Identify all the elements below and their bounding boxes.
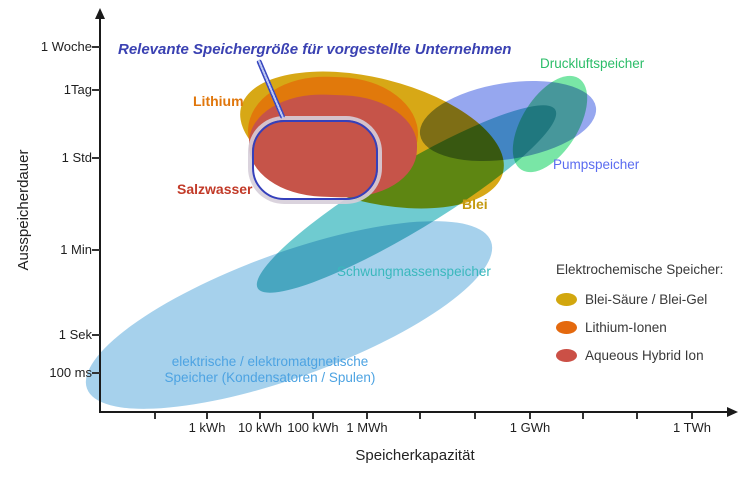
x-axis-line <box>99 411 730 413</box>
x-axis-label: Speicherkapazität <box>355 447 475 464</box>
label-pumpspeicher: Pumpspeicher <box>553 157 640 172</box>
label-elektrisch-line1: elektrische / elektromatgnetische <box>171 354 369 369</box>
x-tick-label: 1 kWh <box>188 420 226 435</box>
x-tick-mark <box>206 413 208 419</box>
label-druckluftspeicher: Druckluftspeicher <box>540 56 645 71</box>
x-tick-label: 1 MWh <box>346 420 388 435</box>
label-elektrisch: elektrische / elektromatgnetische Speich… <box>150 354 390 386</box>
x-tick-mark <box>312 413 314 419</box>
legend-item-label: Lithium-Ionen <box>585 319 667 335</box>
legend-item-label: Blei-Säure / Blei-Gel <box>585 291 708 307</box>
label-lithium: Lithium <box>193 93 244 109</box>
relevant-size-outline <box>252 120 378 200</box>
y-tick-label: 1Tag <box>63 82 92 97</box>
x-tick-mark <box>529 413 531 419</box>
y-axis-label: Ausspeicherdauer <box>15 149 32 271</box>
label-blei: Blei <box>462 196 488 212</box>
legend-item: Aqueous Hybrid Ion <box>556 341 723 369</box>
y-tick-mark <box>92 89 100 91</box>
y-tick-label: 1 Woche <box>40 39 92 54</box>
x-tick-label: 1 TWh <box>672 420 712 435</box>
legend-swatch-icon <box>556 348 577 362</box>
x-tick-mark <box>474 413 476 419</box>
label-schwungmassenspeicher: Schwungmassenspeicher <box>337 264 491 279</box>
y-axis-line <box>99 16 101 412</box>
legend-heading: Elektrochemische Speicher: <box>556 262 724 277</box>
legend-item-label: Aqueous Hybrid Ion <box>585 347 704 363</box>
annotation-title: Relevante Speichergröße für vorgestellte… <box>118 41 512 58</box>
x-tick-mark <box>419 413 421 419</box>
legend-item: Blei-Säure / Blei-Gel <box>556 285 723 313</box>
legend-swatch-icon <box>556 292 577 306</box>
x-tick-label: 100 kWh <box>287 420 339 435</box>
x-tick-mark <box>154 413 156 419</box>
x-tick-mark <box>366 413 368 419</box>
label-salzwasser: Salzwasser <box>177 181 253 197</box>
y-tick-label: 1 Min <box>60 242 92 257</box>
region-elektrisch-ellipse <box>65 183 513 447</box>
y-tick-mark <box>92 157 100 159</box>
x-tick-label: 10 kWh <box>237 420 283 435</box>
y-tick-mark <box>92 372 100 374</box>
y-axis-arrow-icon <box>94 8 105 19</box>
x-axis-arrow-icon <box>727 406 738 417</box>
legend-item: Lithium-Ionen <box>556 313 723 341</box>
legend-swatch-icon <box>556 320 577 334</box>
y-tick-mark <box>92 46 100 48</box>
x-tick-mark <box>636 413 638 419</box>
x-tick-mark <box>259 413 261 419</box>
y-tick-mark <box>92 249 100 251</box>
x-tick-mark <box>582 413 584 419</box>
y-tick-label: 100 ms <box>49 365 92 380</box>
y-tick-label: 1 Sek <box>58 327 92 342</box>
y-tick-mark <box>92 334 100 336</box>
label-elektrisch-line2: Speicher (Kondensatoren / Spulen) <box>164 370 376 385</box>
x-tick-label: 1 GWh <box>509 420 551 435</box>
legend: Elektrochemische Speicher: Blei-Säure / … <box>556 262 723 369</box>
legend-items: Blei-Säure / Blei-Gel Lithium-Ionen Aqueou… <box>556 285 723 369</box>
y-tick-label: 1 Std <box>61 150 92 165</box>
x-tick-mark <box>691 413 693 419</box>
